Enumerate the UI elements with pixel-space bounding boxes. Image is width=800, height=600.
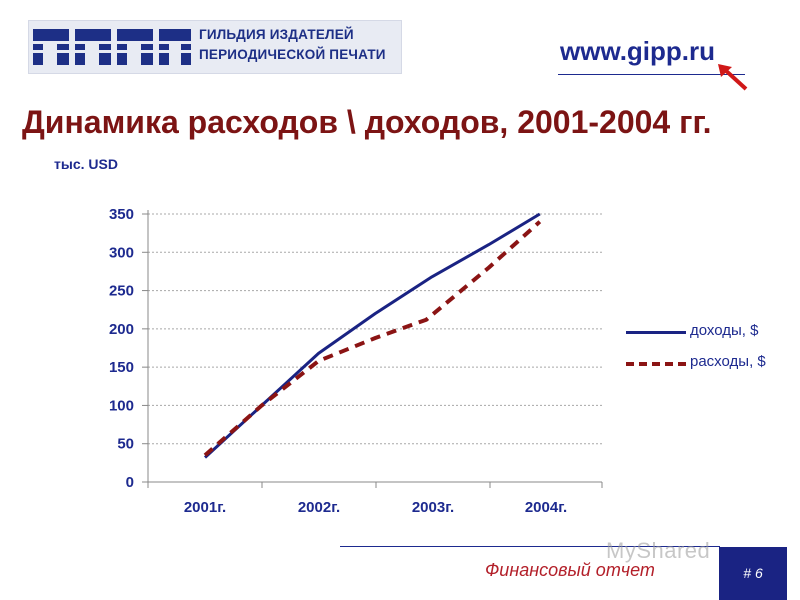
y-tick-label: 100 <box>109 397 134 414</box>
y-tick-label: 300 <box>109 244 134 261</box>
legend-line-expense <box>626 362 686 366</box>
gipp-logo: ГИЛЬДИЯ ИЗДАТЕЛЕЙ ПЕРИОДИЧЕСКОЙ ПЕЧАТИ <box>28 20 402 74</box>
page-title: Динамика расходов \ доходов, 2001-2004 г… <box>22 104 712 140</box>
y-tick-label: 150 <box>109 359 134 376</box>
red-arrow-icon <box>718 64 748 91</box>
x-tick-label: 2003г. <box>412 499 454 516</box>
footer-label: Финансовый отчет <box>485 560 655 580</box>
site-url-link[interactable]: www.gipp.ru <box>560 36 716 66</box>
legend-label-income: доходы, $ <box>690 322 759 339</box>
footer-rule <box>340 546 720 547</box>
url-underline <box>558 74 745 75</box>
y-tick-label: 0 <box>126 474 134 491</box>
expense-series-line <box>203 220 542 457</box>
y-tick-label: 200 <box>109 321 134 338</box>
x-tick-label: 2004г. <box>525 499 567 516</box>
page-number-badge: # 6 <box>719 547 787 600</box>
y-tick-label: 350 <box>109 206 134 223</box>
logo-line-1: ГИЛЬДИЯ ИЗДАТЕЛЕЙ <box>199 27 354 42</box>
y-unit-label: тыс. USD <box>54 156 118 172</box>
line-chart: 0 50 100 150 200 250 300 350 2001г. 2002г. 2003г. 2… <box>109 206 603 516</box>
gipp-logo-icon <box>29 29 194 65</box>
legend-line-income <box>626 331 686 334</box>
x-tick-label: 2001г. <box>184 499 226 516</box>
logo-line-2: ПЕРИОДИЧЕСКОЙ ПЕЧАТИ <box>199 47 386 62</box>
y-tick-label: 50 <box>117 436 134 453</box>
watermark: MyShared <box>606 538 711 563</box>
x-tick-label: 2002г. <box>298 499 340 516</box>
income-series-line <box>203 212 541 459</box>
y-tick-label: 250 <box>109 283 134 300</box>
legend-label-expense: расходы, $ <box>690 353 766 370</box>
